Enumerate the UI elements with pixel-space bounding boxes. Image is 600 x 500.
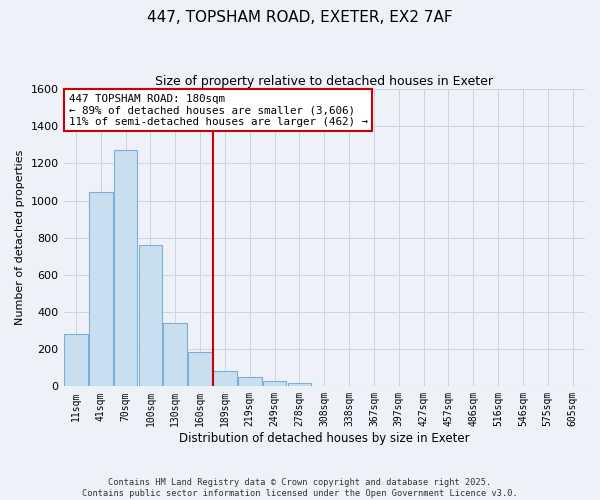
Bar [188, 352, 212, 386]
Text: Contains HM Land Registry data © Crown copyright and database right 2025.
Contai: Contains HM Land Registry data © Crown c… [82, 478, 518, 498]
Bar [139, 245, 162, 386]
Bar [263, 381, 286, 386]
Bar [89, 192, 113, 386]
Title: Size of property relative to detached houses in Exeter: Size of property relative to detached ho… [155, 75, 493, 88]
Bar [64, 334, 88, 386]
Bar [163, 323, 187, 386]
X-axis label: Distribution of detached houses by size in Exeter: Distribution of detached houses by size … [179, 432, 470, 445]
Text: 447 TOPSHAM ROAD: 180sqm
← 89% of detached houses are smaller (3,606)
11% of sem: 447 TOPSHAM ROAD: 180sqm ← 89% of detach… [69, 94, 368, 127]
Bar [287, 383, 311, 386]
Y-axis label: Number of detached properties: Number of detached properties [15, 150, 25, 326]
Bar [114, 150, 137, 386]
Bar [213, 372, 237, 386]
Text: 447, TOPSHAM ROAD, EXETER, EX2 7AF: 447, TOPSHAM ROAD, EXETER, EX2 7AF [147, 10, 453, 25]
Bar [238, 378, 262, 386]
